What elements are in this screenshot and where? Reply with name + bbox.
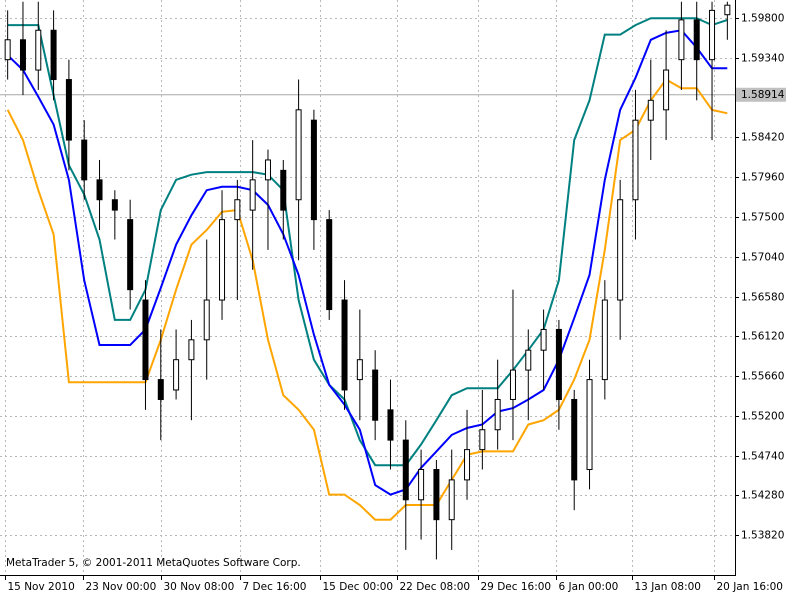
x-tick-label: 15 Nov 2010 [8,581,75,593]
candle-body [601,299,608,381]
candle-body [19,39,26,71]
candle-body [494,398,501,431]
candle-body [402,439,409,501]
candle-body [693,19,700,61]
candle-body [50,29,57,81]
y-tick-label: 1.57500 [741,212,784,224]
candle-body [356,359,363,381]
candle-body [586,379,593,471]
x-tick-label: 23 Nov 00:00 [86,581,157,593]
y-tick-label: 1.54740 [741,451,784,463]
channel-line [7,29,728,496]
candle-body [310,119,317,221]
candle-body [678,19,685,61]
candle-body [280,169,287,211]
current-price-label: 1.58914 [741,89,785,101]
candle-body [509,369,516,400]
candle-body [249,179,256,211]
x-tick-label: 13 Jan 08:00 [635,581,701,593]
candle-body [647,99,654,121]
x-tick-label: 29 Dec 16:00 [481,581,552,593]
candle-body [632,119,639,201]
candle-body [571,398,578,481]
candle-body [157,379,164,400]
candle-body [96,179,103,201]
x-tick-label: 22 Dec 08:00 [400,581,471,593]
copyright: MetaTrader 5, © 2001-2011 MetaQuotes Sof… [6,557,301,569]
y-tick-label: 1.57040 [741,252,784,264]
y-tick-label: 1.53820 [741,530,784,542]
plot [4,1,731,560]
candle-body [540,328,547,351]
candle-body [372,369,379,421]
candle-body [264,159,271,181]
candle-body [525,349,532,371]
candle-body [127,219,134,291]
candle-body [65,79,72,141]
candle-body [617,199,624,301]
x-tick-label: 6 Jan 00:00 [559,581,619,593]
candle-body [663,69,670,111]
candle-body [448,479,455,521]
y-tick-label: 1.55200 [741,411,784,423]
candle-body [326,219,333,311]
candle-body [295,109,302,201]
candle-body [111,199,118,211]
candle-body [555,328,562,400]
candle-body [81,139,88,181]
channel-line [7,17,728,467]
y-tick-label: 1.59800 [741,13,784,25]
candle-body [709,9,716,61]
candle-body [724,4,731,16]
candle-body [387,409,394,441]
channel-line [6,78,728,521]
candle-body [203,299,210,341]
candle-body [142,299,149,381]
candle-body [188,339,195,361]
candle-body [4,39,11,61]
candle-body [234,199,241,221]
current-price-box [736,87,786,102]
axes: 1.59800 1.59340 1.58420 1.57960 1.57500 1.570… [5,13,786,593]
y-tick-label: 1.58420 [741,132,784,144]
candle-body [479,429,486,451]
y-tick-label: 1.57960 [741,172,784,184]
candle-body [433,469,440,521]
y-tick-label: 1.59340 [741,53,784,65]
x-tick-label: 15 Dec 00:00 [323,581,394,593]
candle-body [418,469,425,501]
y-tick-label: 1.56580 [741,292,784,304]
candle-body [173,359,180,391]
grid [0,0,735,575]
y-tick-label: 1.54280 [741,490,784,502]
x-tick-label: 7 Dec 16:00 [243,581,307,593]
candle-body [464,449,471,481]
x-tick-label: 20 Jan 16:00 [717,581,783,593]
y-tick-label: 1.56120 [741,331,784,343]
candle-body [341,299,348,391]
candle-body [35,29,42,71]
candle-body [219,219,226,301]
y-tick-label: 1.55660 [741,371,784,383]
x-tick-label: 30 Nov 08:00 [164,581,235,593]
